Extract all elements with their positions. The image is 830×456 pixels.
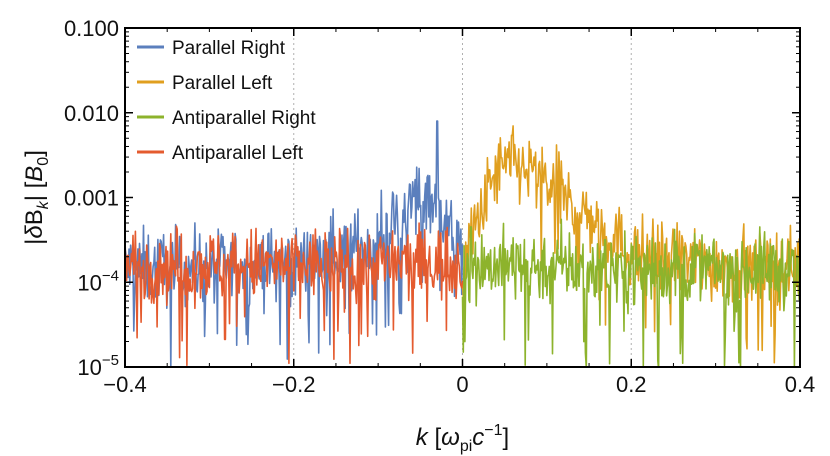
legend-label: Parallel Right	[172, 38, 286, 59]
legend: Parallel Right Parallel Left Antiparallel …	[137, 38, 316, 164]
legend-label: Antiparallel Left	[172, 143, 304, 164]
tick-labels: −0.4 −0.2 0 0.2 0.4 10−5 10−4 0.001 0.010 0.100	[64, 16, 815, 397]
y-tick-label: 0.010	[64, 101, 119, 126]
x-tick-label: 0.2	[616, 372, 647, 397]
series-line-antiparallel-right	[461, 218, 800, 367]
x-axis-title: k [ωpic−1]	[416, 422, 509, 455]
x-tick-label: −0.4	[103, 372, 146, 397]
axis-ticks	[124, 28, 801, 368]
x-tick-label: −0.2	[272, 372, 315, 397]
axis-titles: k [ωpic−1] |δBk| [B0]	[21, 150, 509, 455]
y-axis-title: |δBk| [B0]	[21, 150, 52, 245]
series-line-antiparallel-left	[125, 222, 464, 367]
y-tick-label: 10−5	[77, 352, 119, 380]
legend-label: Antiparallel Right	[172, 108, 316, 129]
series-line-parallel-left	[461, 125, 800, 364]
gridlines	[293, 28, 632, 367]
x-tick-label: 0	[456, 372, 468, 397]
y-tick-label: 10−4	[77, 267, 119, 295]
y-tick-label: 0.001	[64, 186, 119, 211]
series-lines	[125, 120, 800, 367]
legend-label: Parallel Left	[172, 73, 273, 94]
y-tick-label: 0.100	[64, 16, 119, 41]
x-tick-label: 0.4	[785, 372, 816, 397]
